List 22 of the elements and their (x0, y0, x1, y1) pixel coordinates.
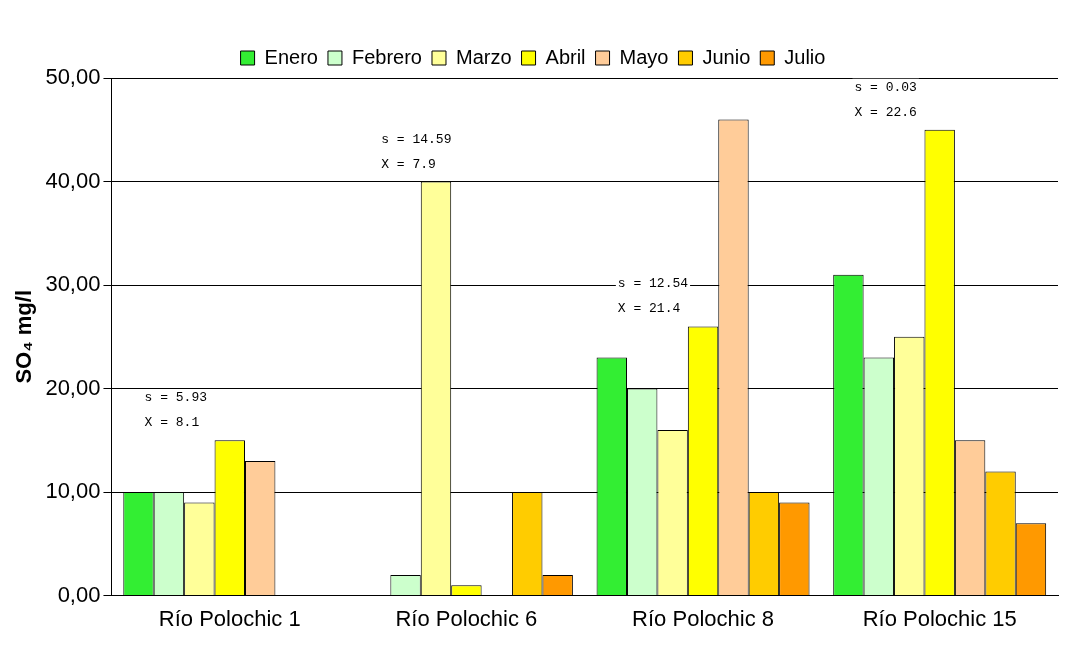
x-tick-label: Río Polochic 1 (158, 605, 301, 631)
legend-label: Julio (784, 45, 826, 68)
legend-label: Mayo (619, 45, 669, 68)
legend-label: Marzo (455, 45, 512, 68)
annotation: s = 12.54 X = 21.4 (617, 276, 689, 317)
legend-label: Abril (545, 45, 586, 68)
x-tick-label: Río Polochic 15 (862, 605, 1017, 631)
legend-label: Febrero (351, 45, 422, 68)
legend-label: Junio (702, 45, 751, 68)
y-tick-label: 0,00 (57, 581, 101, 607)
annotation: s = 14.59 X = 7.9 (381, 131, 452, 172)
x-tick-label: Río Polochic 6 (395, 605, 538, 631)
y-tick-label: 30,00 (45, 271, 101, 297)
y-tick-label: 40,00 (45, 167, 101, 193)
annotation: s = 5.93 X = 8.1 (144, 390, 207, 431)
y-tick-label: 10,00 (45, 478, 101, 504)
annotation: s = 0.03 X = 22.6 (854, 79, 917, 120)
y-axis-title: SO₄ mg/l (11, 290, 37, 384)
y-tick-label: 20,00 (45, 374, 101, 400)
y-tick-label: 50,00 (45, 64, 101, 90)
legend-label: Enero (264, 45, 318, 68)
x-tick-label: Río Polochic 8 (632, 605, 774, 631)
